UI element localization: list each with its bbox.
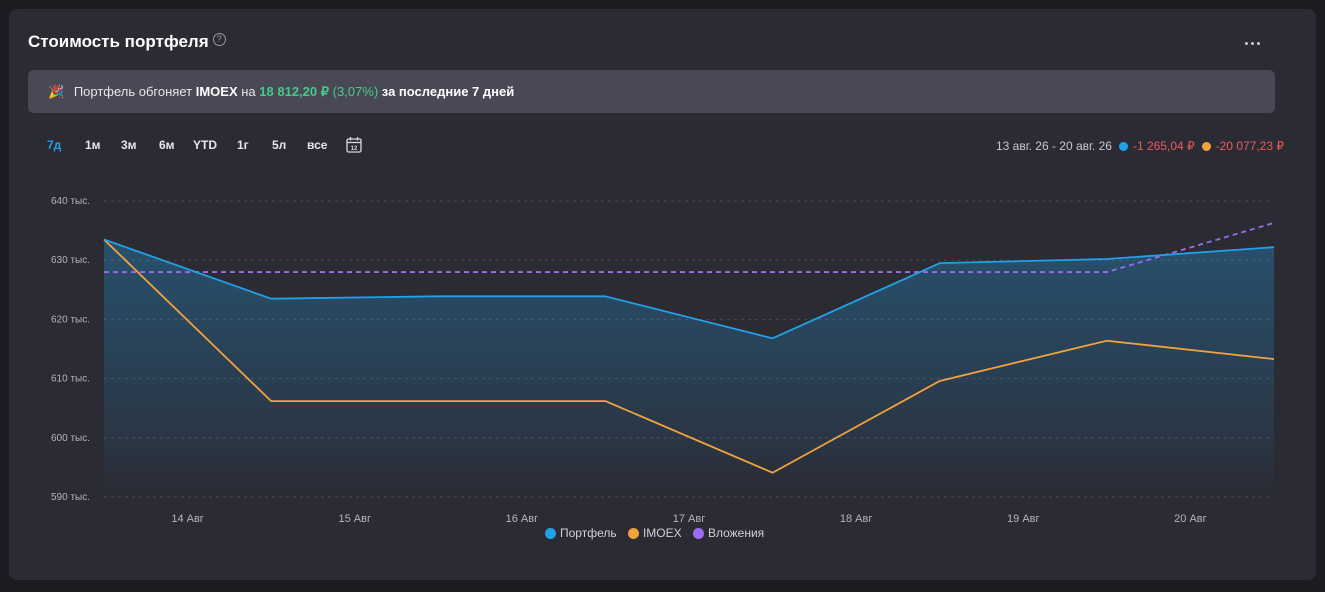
y-tick-label: 590 тыс. <box>51 492 90 503</box>
y-tick-label: 620 тыс. <box>51 314 90 325</box>
x-tick-label: 16 Авг <box>506 513 538 525</box>
period-1m[interactable]: 1м <box>85 138 101 152</box>
legend-investments-dot <box>692 528 704 539</box>
x-tick-label: 17 Авг <box>673 513 705 525</box>
y-tick-label: 640 тыс. <box>51 196 90 207</box>
y-tick-label: 610 тыс. <box>51 374 90 385</box>
period-1y[interactable]: 1г <box>237 138 249 152</box>
more-options-icon[interactable] <box>1240 36 1264 50</box>
banner-text-prefix: Портфель обгоняет <box>73 84 193 99</box>
y-tick-label: 630 тыс. <box>51 255 90 266</box>
portfolio-change: -1 265,04 ₽ <box>1132 139 1195 153</box>
banner-amount: 18 812,20 ₽ <box>259 84 330 99</box>
period-5y[interactable]: 5л <box>272 138 287 152</box>
legend-portfolio-label: Портфель <box>560 526 617 540</box>
period-all[interactable]: все <box>307 138 328 152</box>
calendar-icon[interactable]: 12 <box>346 136 362 153</box>
legend-portfolio[interactable]: Портфель <box>545 526 617 540</box>
imoex-dot <box>1201 142 1211 151</box>
card-title-text: Стоимость портфеля <box>28 32 209 51</box>
series-line-portfolio <box>103 238 1275 340</box>
summary-range: 13 авг. 26 - 20 авг. 26 -1 265,04 ₽ -20 07… <box>996 139 1284 153</box>
x-tick-label: 15 Авг <box>338 513 370 525</box>
calendar-day: 12 <box>351 146 358 152</box>
period-ytd[interactable]: YTD <box>193 138 217 152</box>
banner-percent: (3,07%) <box>332 84 379 99</box>
legend-imoex-dot <box>627 528 639 539</box>
x-tick-label: 20 Авг <box>1174 513 1206 525</box>
x-tick-label: 18 Авг <box>840 513 872 525</box>
x-tick-label: 19 Авг <box>1007 513 1039 525</box>
legend-investments-label: Вложения <box>707 526 765 540</box>
date-range: 13 авг. 26 - 20 авг. 26 <box>995 139 1112 153</box>
period-3m[interactable]: 3м <box>121 138 137 152</box>
x-tick-label: 14 Авг <box>171 513 203 525</box>
legend-imoex-label: IMOEX <box>642 526 682 540</box>
portfolio-dot <box>1118 142 1128 151</box>
card-title: Стоимость портфеля? <box>28 32 226 52</box>
imoex-change: -20 077,23 ₽ <box>1215 139 1284 153</box>
banner-text-on: на <box>241 84 256 99</box>
banner-index-name: IMOEX <box>195 84 238 99</box>
chart-legend: Портфель IMOEX Вложения <box>545 526 772 540</box>
legend-investments[interactable]: Вложения <box>692 526 765 540</box>
banner-text-suffix: за последние 7 дней <box>381 84 515 99</box>
party-popper-icon: 🎉 <box>48 84 65 99</box>
portfolio-area <box>104 239 1274 499</box>
legend-imoex[interactable]: IMOEX <box>627 526 682 540</box>
period-7d[interactable]: 7д <box>47 138 62 152</box>
y-tick-label: 600 тыс. <box>51 433 90 444</box>
series-line-imoex <box>103 238 1275 474</box>
period-6m[interactable]: 6м <box>159 138 175 152</box>
performance-banner: 🎉 Портфель обгоняет IMOEX на 18 812,20 ₽… <box>28 70 1275 113</box>
legend-portfolio-dot <box>545 528 556 539</box>
help-icon[interactable]: ? <box>212 33 226 46</box>
series-line-investments <box>104 222 1275 273</box>
